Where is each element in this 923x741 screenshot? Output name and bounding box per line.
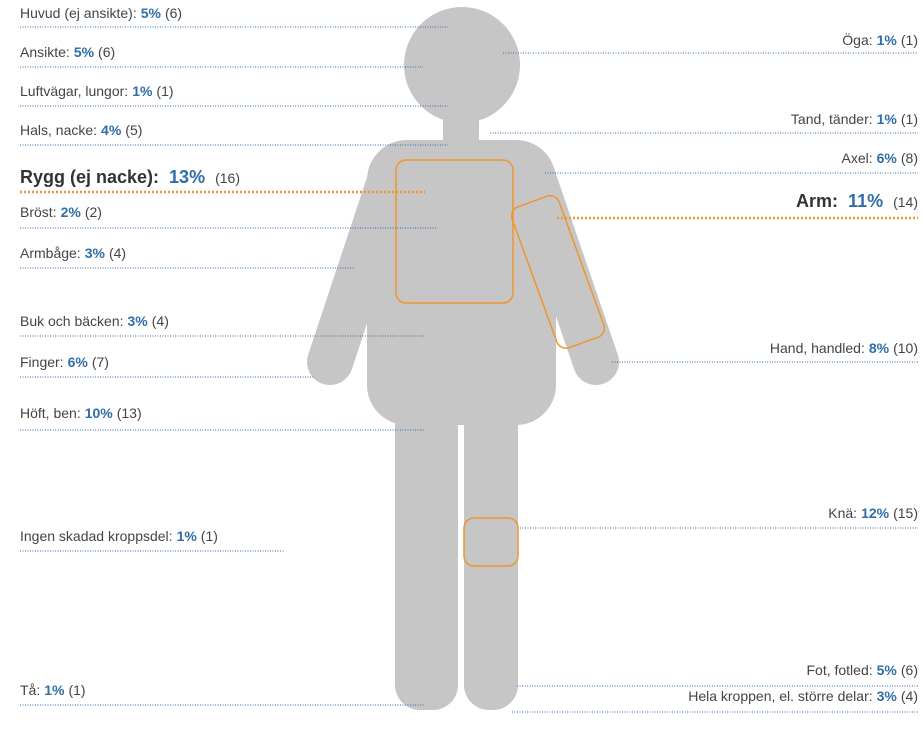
label-count: (14) [893, 194, 918, 210]
label: Fot, fotled: 5%(6) [806, 662, 918, 678]
label: Finger:6%(7) [20, 354, 109, 370]
label-count: (2) [85, 204, 102, 220]
label-name: Ansikte: [20, 44, 70, 60]
label-name: Arm: [796, 191, 838, 211]
label: Hand, handled:8%(10) [770, 340, 918, 356]
label-name: Buk och bäcken: [20, 313, 124, 329]
label-name: Öga: [842, 31, 872, 48]
label-percent: 5% [74, 44, 95, 60]
right-leg [464, 380, 518, 710]
label-percent: 3% [85, 245, 106, 261]
label-percent: 5% [141, 5, 162, 21]
label: Arm: 11% (14) [796, 191, 918, 211]
label-percent: 1% [877, 111, 898, 127]
label-name: Tå: [20, 682, 40, 698]
label-name: Finger: [20, 354, 64, 370]
label-percent: 4% [101, 122, 122, 138]
label-percent: 13% [169, 167, 205, 187]
label-name: Huvud (ej ansikte): [20, 5, 137, 21]
label: Buk och bäcken:3%(4) [20, 313, 169, 329]
label-percent: 3% [877, 688, 898, 704]
body-diagram: Huvud (ej ansikte):5%(6)Ansikte:5%(6)Luf… [0, 0, 923, 741]
label-count: (13) [117, 405, 142, 421]
label: Höft, ben:10%(13) [20, 405, 142, 421]
label-count: (1) [68, 682, 85, 698]
label-count: (4) [901, 688, 918, 704]
label-count: (5) [125, 122, 142, 138]
label-percent: 2% [61, 204, 82, 220]
label-count: (6) [901, 662, 918, 678]
label-count: (4) [152, 313, 169, 329]
label: Hela kroppen, el. större delar: 3%(4) [688, 688, 918, 704]
label-count: (1) [201, 528, 218, 544]
label-count: (6) [98, 44, 115, 60]
label-name: Luftvägar, lungor: [20, 83, 128, 99]
label-name: Ingen skadad kroppsdel: [20, 528, 173, 544]
label-name: Fot, fotled: [806, 662, 872, 678]
label-count: (16) [215, 170, 240, 186]
label: Hals, nacke:4%(5) [20, 122, 142, 138]
label-name: Hals, nacke: [20, 122, 97, 138]
label: Öga: 1%(1) [842, 31, 918, 48]
label: Ingen skadad kroppsdel:1%(1) [20, 528, 218, 544]
label-count: (1) [901, 111, 918, 127]
label-name: Höft, ben: [20, 405, 81, 421]
label-name: Tand, tänder: [791, 111, 873, 127]
label: Bröst:2%(2) [20, 204, 102, 220]
label-name: Armbåge: [20, 245, 81, 261]
label-percent: 10% [85, 405, 114, 421]
label: Knä:12%(15) [828, 505, 918, 521]
label-count: (10) [893, 340, 918, 356]
label: Rygg (ej nacke): 13% (16) [20, 167, 240, 187]
label-percent: 1% [132, 83, 153, 99]
hip [395, 380, 518, 425]
label-percent: 11% [848, 191, 883, 211]
label-count: (1) [156, 83, 173, 99]
label-name: Hand, handled: [770, 340, 865, 356]
label-count: (15) [893, 505, 918, 521]
label-count: (6) [165, 5, 182, 21]
label-name: Axel: [842, 150, 873, 166]
label-percent: 8% [869, 340, 890, 356]
label-percent: 1% [177, 528, 198, 544]
label: Tå:1%(1) [20, 682, 86, 698]
label-percent: 12% [861, 505, 890, 521]
label-name: Bröst: [20, 204, 57, 220]
label-percent: 1% [877, 32, 898, 48]
label-percent: 6% [877, 150, 898, 166]
label-name: Knä: [828, 505, 857, 521]
label-name: Rygg (ej nacke): [20, 167, 159, 187]
label-percent: 1% [44, 682, 65, 698]
label-count: (8) [901, 150, 918, 166]
label-percent: 5% [877, 662, 898, 678]
label: Axel:6%(8) [842, 150, 918, 166]
label-percent: 6% [68, 354, 89, 370]
silhouette [330, 7, 596, 715]
label: Huvud (ej ansikte):5%(6) [20, 5, 182, 21]
label-name: Hela kroppen, el. större delar: [688, 688, 872, 704]
label: Ansikte:5%(6) [20, 44, 115, 60]
label: Armbåge:3%(4) [20, 245, 126, 261]
leg-gap [458, 425, 464, 715]
label-count: (4) [109, 245, 126, 261]
label-count: (7) [92, 354, 109, 370]
left-leg [395, 380, 458, 710]
label: Tand, tänder:1%(1) [791, 111, 918, 127]
label: Luftvägar, lungor:1%(1) [20, 83, 174, 99]
head [404, 7, 520, 123]
label-count: (1) [901, 32, 918, 48]
label-percent: 3% [128, 313, 149, 329]
